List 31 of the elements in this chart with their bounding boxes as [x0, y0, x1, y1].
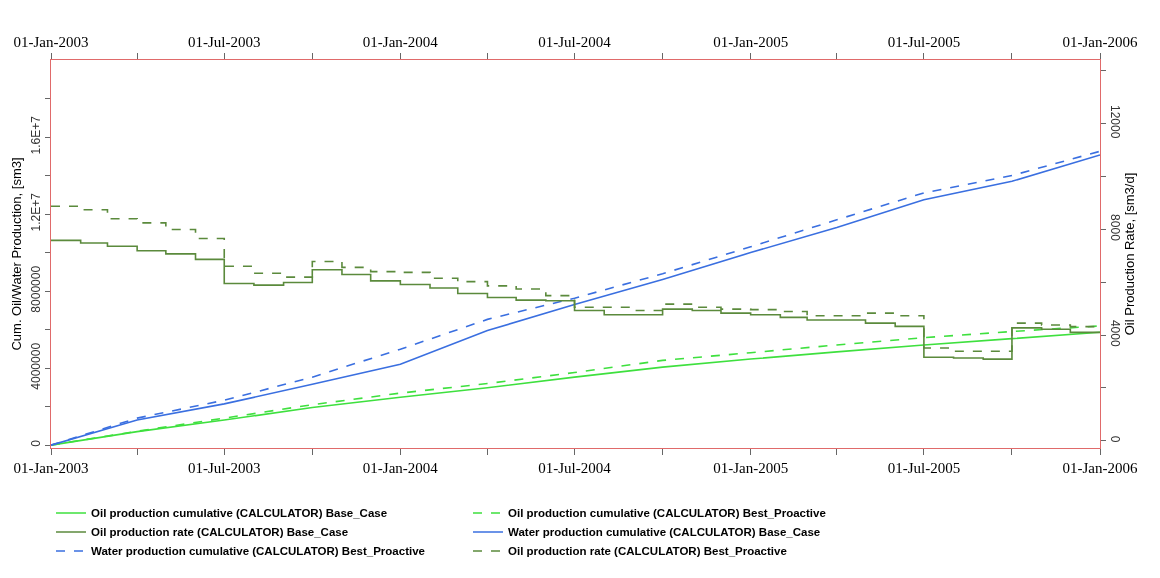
x-tick-label: 01-Jan-2005	[713, 34, 789, 50]
y2-tick-label: 8000	[1107, 214, 1122, 242]
legend-label: Oil production rate (CALCULATOR) Base_Case	[91, 526, 349, 539]
x-tick-label: 01-Jul-2005	[887, 34, 961, 50]
y-tick-label: 8000000	[29, 265, 44, 313]
x2-tick-label: 01-Jan-2003	[13, 460, 89, 476]
y-axis-title: Cum. Oil/Water Production, [sm3]	[9, 157, 25, 351]
y2-tick-label: 0	[1107, 435, 1122, 443]
y-tick-label: 0	[29, 439, 44, 447]
x2-tick-label: 01-Jan-2004	[362, 460, 439, 476]
y2-tick-label: 12000	[1107, 104, 1122, 139]
x2-tick-label: 01-Jul-2003	[187, 460, 261, 476]
legend-label: Water production cumulative (CALCULATOR) Best_Proactive	[91, 545, 425, 558]
x2-tick-label: 01-Jan-2006	[1062, 460, 1138, 476]
legend-label: Oil production cumulative (CALCULATOR) Base_Case	[91, 507, 388, 520]
x-tick-label: 01-Jan-2003	[13, 34, 89, 50]
x-tick-label: 01-Jan-2006	[1062, 34, 1138, 50]
x-tick-label: 01-Jul-2003	[187, 34, 261, 50]
x2-tick-label: 01-Jan-2005	[713, 460, 789, 476]
x-tick-label: 01-Jan-2004	[362, 34, 439, 50]
x2-tick-label: 01-Jul-2004	[538, 460, 612, 476]
legend-label: Water production cumulative (CALCULATOR) Base_Case	[508, 526, 821, 539]
x2-tick-label: 01-Jul-2005	[887, 460, 961, 476]
y2-axis-title: Oil Production Rate, [sm3/d]	[1122, 172, 1138, 336]
legend-label: Oil production cumulative (CALCULATOR) Best_Proactive	[508, 507, 826, 520]
x-tick-label: 01-Jul-2004	[538, 34, 612, 50]
y-tick-label: 4000000	[29, 342, 44, 390]
y-tick-label: 1.2E+7	[29, 192, 44, 232]
y-tick-label: 1.6E+7	[29, 115, 44, 155]
y2-tick-label: 4000	[1107, 319, 1122, 347]
legend-label: Oil production rate (CALCULATOR) Best_Proactive	[508, 545, 787, 558]
